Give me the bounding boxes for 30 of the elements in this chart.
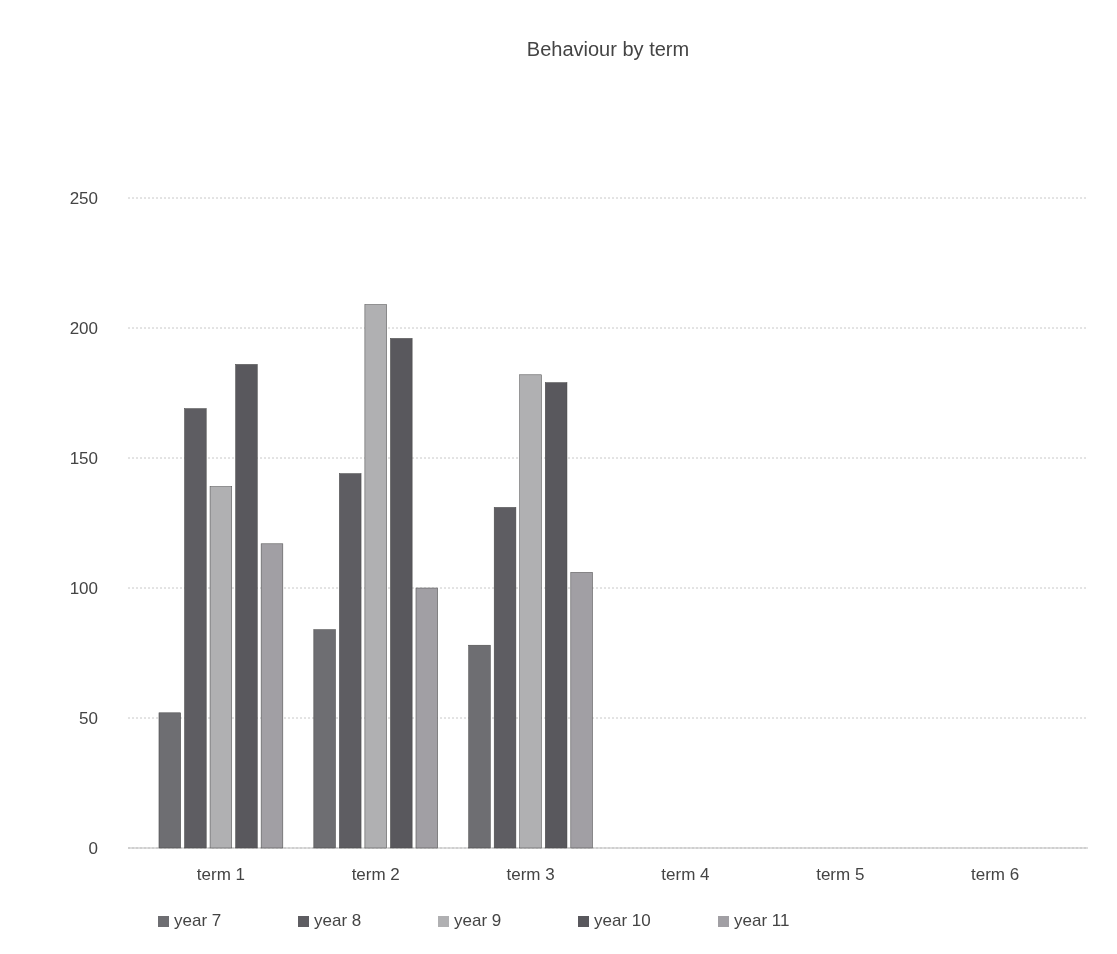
- bar: [390, 338, 413, 849]
- bar: [570, 572, 593, 849]
- y-tick-label: 100: [69, 578, 98, 598]
- legend-label: year 10: [594, 911, 651, 930]
- legend-label: year 11: [734, 911, 790, 930]
- bar: [313, 629, 336, 849]
- x-tick-label: term 3: [506, 865, 555, 884]
- bar: [158, 712, 181, 849]
- bar: [235, 364, 258, 849]
- x-tick-label: term 5: [816, 865, 865, 884]
- bar: [339, 473, 362, 849]
- bar: [545, 382, 568, 849]
- x-tick-label: term 1: [196, 865, 245, 884]
- bar: [415, 587, 438, 849]
- legend-label: year 7: [174, 911, 222, 930]
- legend-label: year 8: [314, 911, 362, 930]
- x-tick-label: term 6: [971, 865, 1020, 884]
- y-tick-label: 250: [69, 188, 98, 208]
- x-tick-label: term 2: [351, 865, 400, 884]
- x-tick-label: term 4: [661, 865, 710, 884]
- bar: [184, 408, 207, 849]
- y-tick-label: 50: [79, 708, 98, 728]
- legend-label: year 9: [454, 911, 502, 930]
- bar: [468, 644, 491, 849]
- bar: [493, 507, 517, 849]
- chart-title: Behaviour by term: [526, 38, 690, 60]
- bar: [260, 543, 284, 849]
- y-tick-label: 150: [69, 448, 98, 468]
- y-tick-label: 0: [88, 838, 98, 858]
- y-tick-label: 200: [69, 318, 98, 338]
